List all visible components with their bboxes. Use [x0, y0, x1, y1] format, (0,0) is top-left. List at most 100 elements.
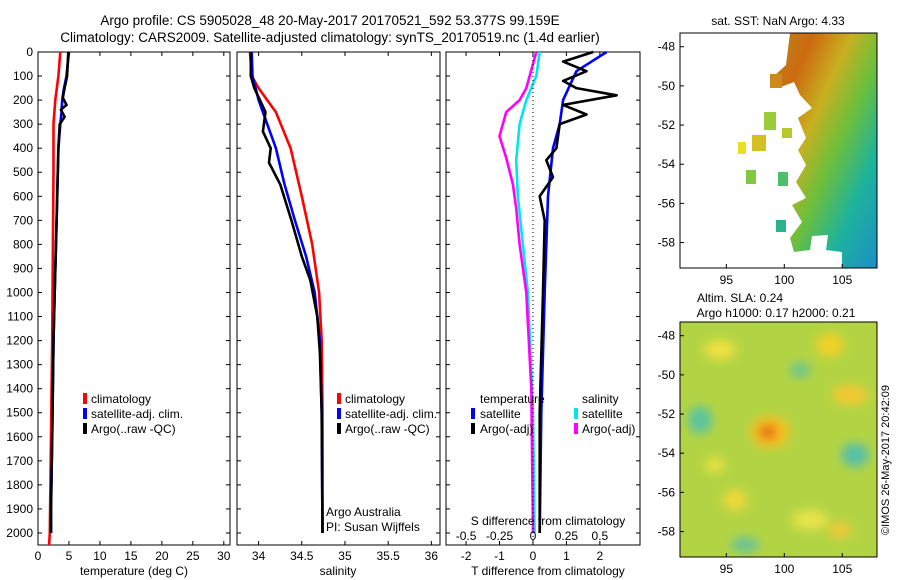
depth-tick-label: 1700: [6, 454, 33, 468]
difference-legend: temperature satellite Argo(-adj) salinit…: [471, 392, 635, 436]
map-y-tick-label: -52: [658, 407, 676, 421]
x-tick-label: 34.5: [290, 549, 314, 563]
legend-label-climatology: climatology: [91, 392, 151, 406]
depth-tick-label: 1400: [6, 382, 33, 396]
map-y-tick-label: -54: [658, 157, 676, 171]
sla-blob: [704, 340, 736, 360]
legend-label-climatology: climatology: [345, 392, 405, 406]
temperature-xlabel: temperature (deg C): [80, 564, 188, 578]
sla-blob: [828, 522, 852, 538]
x-tick-label: 35: [338, 549, 352, 563]
timestamp: ©IMOS 26-May-2017 20:42:09: [880, 385, 892, 535]
depth-axis: 0 100 200 300 400 500 600 700 800 900 1000 1100 1200…: [6, 45, 640, 540]
sla-blob: [816, 333, 844, 357]
sst-patch: [770, 74, 782, 88]
x-tick-label: -2: [461, 549, 472, 563]
s-difference-tick-label: 0: [530, 529, 537, 543]
depth-tick-label: 500: [13, 165, 33, 179]
map-x-tick-label: 100: [774, 562, 794, 576]
legend-label-temp-argo: Argo(-adj): [480, 422, 533, 436]
difference-panel: -2 -1 0 1 2 -0.5 -0.25 0 0.25 0.5: [456, 50, 618, 563]
difference-xlabel: T difference from climatology: [471, 564, 625, 578]
legend-label-temp-satellite: satellite: [480, 407, 521, 421]
depth-tick-label: 1800: [6, 478, 33, 492]
map-y-tick-label: -56: [658, 485, 676, 499]
sla-blob: [688, 406, 712, 434]
depth-tick-label: 100: [13, 69, 33, 83]
title-line-1: Argo profile: CS 5905028_48 20-May-2017 …: [100, 13, 559, 28]
s-difference-tick-label: 0.25: [555, 529, 579, 543]
x-tick-label: 15: [124, 549, 138, 563]
x-tick-label: 2: [597, 549, 604, 563]
legend-swatch-temp-satellite: [471, 408, 475, 419]
legend-swatch-climatology: [83, 393, 87, 404]
sla-blob: [723, 490, 747, 510]
series-line-argo-raw-qc-: [249, 52, 324, 534]
map-y-tick-label: -58: [658, 236, 676, 250]
legend-label-argo: Argo(..raw -QC): [345, 422, 430, 436]
depth-tick-label: 400: [13, 141, 33, 155]
sst-map: [680, 33, 877, 268]
sst-field: [772, 33, 877, 268]
temperature-legend: climatology satellite-adj. clim. Argo(..…: [83, 392, 183, 436]
sla-blob: [759, 424, 777, 440]
x-tick-label: 0: [530, 549, 537, 563]
legend-label-argo: Argo(..raw -QC): [91, 422, 176, 436]
depth-tick-label: 1100: [7, 310, 33, 324]
x-tick-label: 30: [217, 549, 231, 563]
x-tick-label: 25: [186, 549, 200, 563]
legend-swatch-temp-argo: [471, 423, 475, 434]
map-y-tick-label: -58: [658, 525, 676, 539]
sla-map-axes: 95 100 105 -48 -50 -52 -54 -56 -58: [658, 329, 853, 576]
sst-patch: [776, 220, 786, 232]
sst-patch: [782, 128, 792, 138]
depth-tick-label: 0: [26, 45, 33, 59]
series-line-argo-raw-qc-: [49, 51, 70, 533]
depth-tick-label: 700: [13, 213, 33, 227]
sst-map-title: sat. SST: NaN Argo: 4.33: [711, 14, 845, 28]
series-line-salinity-satellite: [514, 51, 541, 534]
sla-blob: [705, 457, 725, 473]
depth-tick-label: 200: [13, 93, 33, 107]
depth-tick-label: 1000: [6, 285, 33, 299]
map-x-tick-label: 95: [720, 562, 734, 576]
map-y-tick-label: -54: [658, 446, 676, 460]
sst-map-axes: 95 100 105 -48 -50 -52 -54 -56 -58: [658, 40, 853, 287]
depth-tick-label: 1600: [6, 430, 33, 444]
sla-map-title-line1: Altim. SLA: 0.24: [697, 291, 783, 305]
legend-label-sal-satellite: satellite: [582, 407, 623, 421]
sst-patch: [778, 172, 788, 186]
legend-heading-salinity: salinity: [582, 392, 619, 406]
salinity-xlabel: salinity: [320, 564, 357, 578]
depth-tick-label: 300: [13, 117, 33, 131]
sla-blob: [790, 362, 810, 378]
legend-swatch-sal-argo: [574, 423, 578, 434]
depth-tick-label: 900: [13, 261, 33, 275]
map-x-tick-label: 95: [720, 273, 734, 287]
s-difference-tick-label: -0.25: [486, 529, 514, 543]
series-line-climatology: [248, 51, 324, 533]
series-line-temperature-argo-adj-: [538, 50, 618, 533]
sst-patch: [738, 142, 746, 154]
x-tick-label: 10: [93, 549, 107, 563]
series-line-salinity-argo-adj-: [498, 51, 538, 534]
salinity-legend: climatology satellite-adj. clim. Argo(..…: [337, 392, 437, 436]
sla-map: [680, 322, 877, 557]
depth-tick-label: 600: [13, 189, 33, 203]
sla-blob: [832, 385, 868, 405]
temperature-panel: 0 5 10 15 20 25 30: [35, 51, 231, 563]
depth-tick-label: 1900: [6, 502, 33, 516]
map-y-tick-label: -48: [658, 329, 676, 343]
legend-swatch-climatology: [337, 393, 341, 404]
sst-patch: [752, 135, 766, 151]
sla-map-frame: [679, 321, 878, 558]
temperature-panel-frame: [37, 51, 231, 546]
salinity-panel: 34 34.5 35 35.5 36: [248, 51, 438, 563]
sla-blob: [792, 510, 828, 530]
sst-patch: [746, 170, 756, 184]
legend-label-sal-argo: Argo(-adj): [582, 422, 635, 436]
difference-panel-frame: [445, 51, 641, 546]
x-tick-label: 5: [66, 549, 73, 563]
legend-swatch-argo: [83, 423, 87, 434]
x-tick-label: 20: [155, 549, 169, 563]
